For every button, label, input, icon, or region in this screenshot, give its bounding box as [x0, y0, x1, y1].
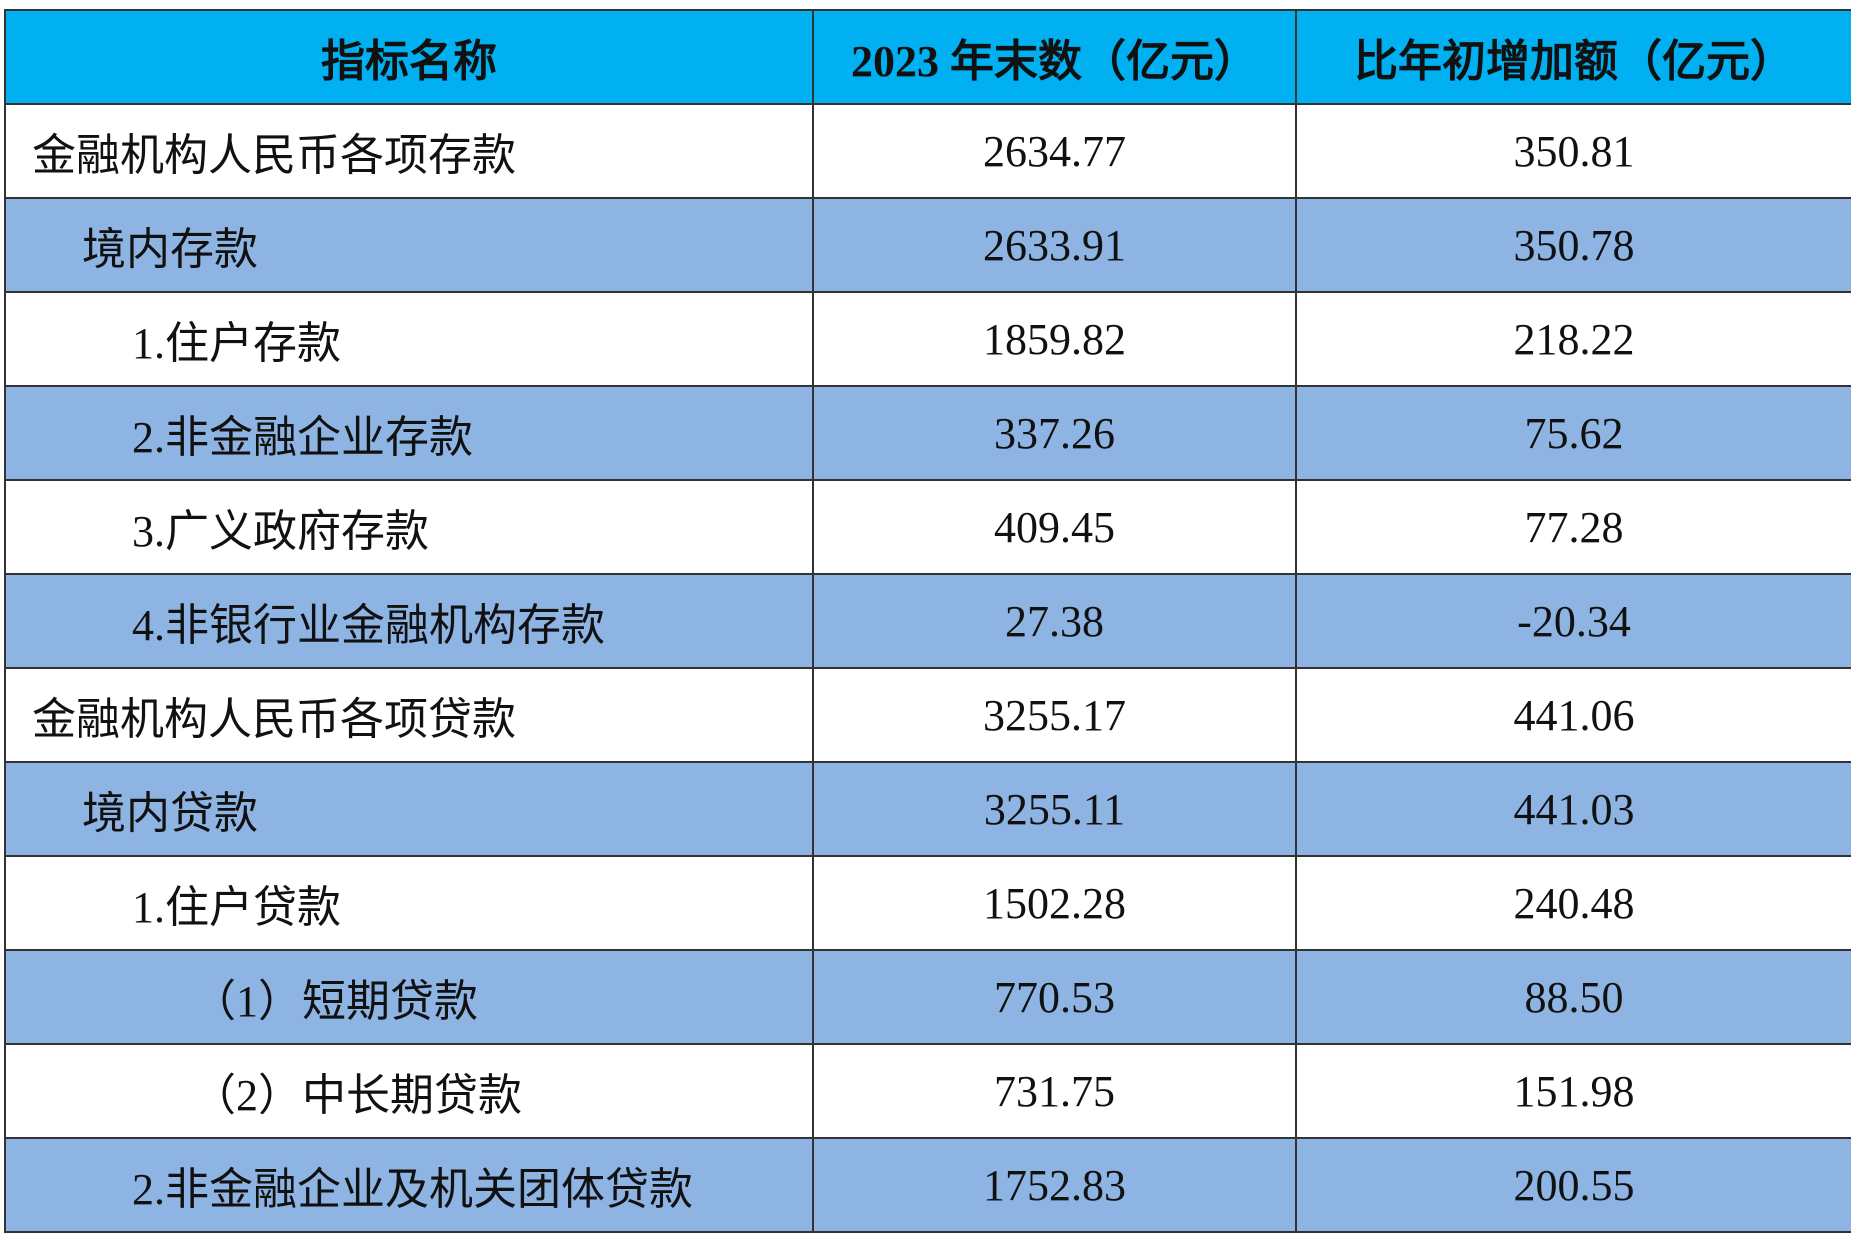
- indicator-name: 1.住户存款: [4, 291, 814, 387]
- value-cell: 1859.82: [812, 291, 1297, 387]
- table-row: 1.住户贷款 1502.28 240.48: [4, 855, 1851, 951]
- indicator-name: 2.非金融企业及机关团体贷款: [4, 1137, 814, 1233]
- table-row: 1.住户存款 1859.82 218.22: [4, 291, 1851, 387]
- value-cell: 441.06: [1295, 667, 1851, 763]
- table-row: 境内贷款 3255.11 441.03: [4, 761, 1851, 857]
- value-cell: 337.26: [812, 385, 1297, 481]
- table-body: 金融机构人民币各项存款 2634.77 350.81 境内存款 2633.91 350.7…: [4, 103, 1851, 1233]
- indicator-name: 境内贷款: [4, 761, 814, 857]
- value-cell: 1752.83: [812, 1137, 1297, 1233]
- value-cell: 77.28: [1295, 479, 1851, 575]
- value-cell: 200.55: [1295, 1137, 1851, 1233]
- indicator-name: （2）中长期贷款: [4, 1043, 814, 1139]
- header-cell: 2023 年末数（亿元）: [812, 9, 1297, 105]
- value-cell: 350.78: [1295, 197, 1851, 293]
- value-cell: 3255.11: [812, 761, 1297, 857]
- indicator-name: 境内存款: [4, 197, 814, 293]
- value-cell: 3255.17: [812, 667, 1297, 763]
- value-cell: 27.38: [812, 573, 1297, 669]
- indicator-name: 金融机构人民币各项存款: [4, 103, 814, 199]
- value-cell: 770.53: [812, 949, 1297, 1045]
- indicator-name: 2.非金融企业存款: [4, 385, 814, 481]
- header-cell: 比年初增加额（亿元）: [1295, 9, 1851, 105]
- table-row: 3.广义政府存款 409.45 77.28: [4, 479, 1851, 575]
- value-cell: 441.03: [1295, 761, 1851, 857]
- indicator-name: 金融机构人民币各项贷款: [4, 667, 814, 763]
- value-cell: 409.45: [812, 479, 1297, 575]
- value-cell: 218.22: [1295, 291, 1851, 387]
- indicator-name: （1）短期贷款: [4, 949, 814, 1045]
- value-cell: 2633.91: [812, 197, 1297, 293]
- header-row: 指标名称 2023 年末数（亿元） 比年初增加额（亿元）: [4, 9, 1851, 105]
- indicator-name: 1.住户贷款: [4, 855, 814, 951]
- value-cell: 88.50: [1295, 949, 1851, 1045]
- header-cell: 指标名称: [4, 9, 814, 105]
- value-cell: 1502.28: [812, 855, 1297, 951]
- table-row: 金融机构人民币各项存款 2634.77 350.81: [4, 103, 1851, 199]
- value-cell: 731.75: [812, 1043, 1297, 1139]
- value-cell: 75.62: [1295, 385, 1851, 481]
- value-cell: 2634.77: [812, 103, 1297, 199]
- indicator-name: 4.非银行业金融机构存款: [4, 573, 814, 669]
- value-cell: 350.81: [1295, 103, 1851, 199]
- table-row: 境内存款 2633.91 350.78: [4, 197, 1851, 293]
- table-row: （2）中长期贷款 731.75 151.98: [4, 1043, 1851, 1139]
- data-table: 指标名称 2023 年末数（亿元） 比年初增加额（亿元） 金融机构人民币各项存款…: [4, 9, 1851, 1233]
- value-cell: 240.48: [1295, 855, 1851, 951]
- table-row: 4.非银行业金融机构存款 27.38 -20.34: [4, 573, 1851, 669]
- value-cell: 151.98: [1295, 1043, 1851, 1139]
- table-row: 金融机构人民币各项贷款 3255.17 441.06: [4, 667, 1851, 763]
- value-cell: -20.34: [1295, 573, 1851, 669]
- indicator-name: 3.广义政府存款: [4, 479, 814, 575]
- table-row: 2.非金融企业存款 337.26 75.62: [4, 385, 1851, 481]
- table-row: （1）短期贷款 770.53 88.50: [4, 949, 1851, 1045]
- table-row: 2.非金融企业及机关团体贷款 1752.83 200.55: [4, 1137, 1851, 1233]
